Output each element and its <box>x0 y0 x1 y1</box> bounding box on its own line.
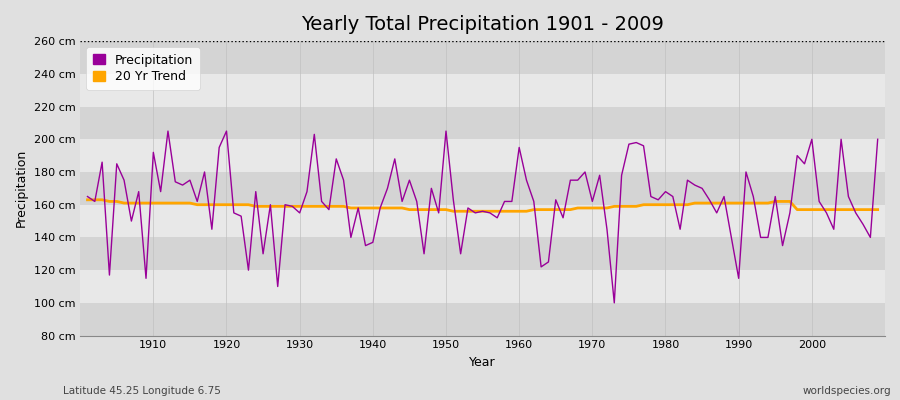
Precipitation <box>872 137 883 142</box>
Legend: Precipitation, 20 Yr Trend: Precipitation, 20 Yr Trend <box>86 47 200 90</box>
20 Yr Trend <box>82 197 93 202</box>
Bar <box>80 74 885 106</box>
Bar <box>80 270 885 303</box>
Precipitation <box>353 206 364 210</box>
Precipitation <box>140 276 151 281</box>
Precipitation <box>163 129 174 134</box>
Y-axis label: Precipitation: Precipitation <box>15 149 28 228</box>
Bar <box>80 139 885 172</box>
20 Yr Trend <box>609 204 620 209</box>
Text: Latitude 45.25 Longitude 6.75: Latitude 45.25 Longitude 6.75 <box>63 386 220 396</box>
20 Yr Trend <box>448 209 459 214</box>
Precipitation <box>609 300 620 305</box>
X-axis label: Year: Year <box>469 356 496 369</box>
Bar <box>80 41 885 74</box>
20 Yr Trend <box>140 201 151 206</box>
Bar <box>80 205 885 238</box>
Line: 20 Yr Trend: 20 Yr Trend <box>87 200 878 211</box>
Text: worldspecies.org: worldspecies.org <box>803 386 891 396</box>
20 Yr Trend <box>521 209 532 214</box>
Bar <box>80 238 885 270</box>
Bar <box>80 106 885 139</box>
20 Yr Trend <box>346 206 356 210</box>
Bar <box>80 303 885 336</box>
20 Yr Trend <box>514 209 525 214</box>
Precipitation <box>521 178 532 182</box>
Title: Yearly Total Precipitation 1901 - 2009: Yearly Total Precipitation 1901 - 2009 <box>302 15 664 34</box>
Bar <box>80 172 885 205</box>
20 Yr Trend <box>302 204 312 209</box>
Precipitation <box>514 145 525 150</box>
Precipitation <box>616 173 627 178</box>
Precipitation <box>82 194 93 199</box>
20 Yr Trend <box>872 207 883 212</box>
Line: Precipitation: Precipitation <box>87 131 878 303</box>
Precipitation <box>309 132 320 137</box>
